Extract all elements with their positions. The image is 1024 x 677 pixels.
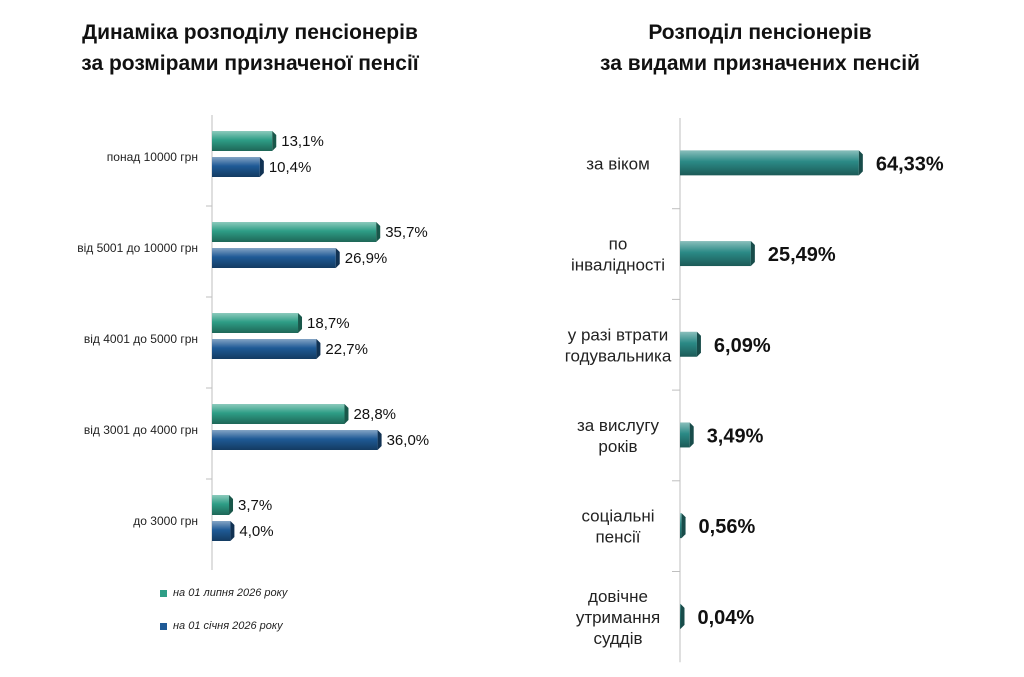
left-bar-series2: [212, 430, 382, 450]
right-bar-side: [750, 241, 755, 267]
right-bar-side: [681, 513, 686, 539]
left-bar-series2-face: [212, 157, 260, 177]
legend-swatch-series1: [160, 589, 167, 597]
left-data-label: 28,8%: [353, 406, 396, 423]
left-category-label: понад 10000 грн: [107, 150, 198, 164]
legend-label-series2: на 01 січня 2026 року: [173, 620, 283, 632]
right-data-label: 25,49%: [768, 244, 836, 266]
legend-swatch-series2: [160, 622, 167, 630]
right-category-label: інвалідності: [571, 256, 665, 275]
right-bar-side: [858, 150, 863, 176]
right-bar-face: [680, 331, 697, 357]
left-bar-series1-side: [344, 404, 349, 424]
left-bar-series1: [212, 404, 349, 424]
left-chart-title-line2: за розмірами призначеної пенсії: [81, 52, 419, 75]
right-category-label: соціальні: [581, 507, 654, 526]
left-bar-series1: [212, 495, 234, 515]
right-bar: [680, 603, 685, 629]
left-bar-series2: [212, 521, 235, 541]
right-bar: [680, 422, 694, 448]
left-bar-series2-side: [335, 248, 340, 268]
left-data-label: 4,0%: [239, 523, 273, 540]
left-bar-series2: [212, 339, 321, 359]
left-data-label: 18,7%: [307, 315, 350, 332]
right-bar-face: [680, 241, 751, 267]
right-category-label: суддів: [593, 629, 642, 648]
right-category-label: утримання: [576, 608, 660, 627]
right-bar: [680, 150, 863, 176]
right-category-label: за віком: [586, 154, 650, 173]
left-data-label: 22,7%: [325, 341, 368, 358]
left-bar-series1: [212, 313, 303, 333]
right-bar-side: [689, 422, 694, 448]
right-bar-face: [680, 513, 682, 539]
left-chart-title-line1: Динаміка розподілу пенсіонерів: [82, 21, 418, 44]
left-bar-series2-side: [259, 157, 264, 177]
left-bar-series2: [212, 157, 264, 177]
left-data-label: 3,7%: [238, 497, 272, 514]
left-data-label: 26,9%: [345, 250, 388, 267]
right-chart-title-line2: за видами призначених пенсій: [600, 52, 920, 75]
left-bar-series2-side: [377, 430, 382, 450]
right-category-label: пенсії: [595, 528, 640, 547]
right-bar-face: [680, 150, 859, 176]
left-data-label: 10,4%: [269, 159, 312, 176]
left-category-label: від 5001 до 10000 грн: [77, 241, 198, 255]
right-bar: [680, 513, 686, 539]
left-bar-series2-face: [212, 248, 336, 268]
right-category-label: років: [598, 437, 637, 456]
legend-item-series1: на 01 липня 2026 року: [160, 587, 287, 599]
left-bar-series2-face: [212, 339, 317, 359]
left-bar-series1: [212, 222, 381, 242]
left-bar-series2-side: [316, 339, 321, 359]
left-bar-series1-face: [212, 313, 299, 333]
right-chart-title-line1: Розподіл пенсіонерів: [648, 21, 872, 44]
right-bar-side: [696, 331, 701, 357]
right-category-label: за вислугу: [577, 416, 660, 435]
right-data-label: 3,49%: [707, 425, 764, 447]
legend-item-series2: на 01 січня 2026 року: [160, 620, 283, 632]
left-category-label: до 3000 грн: [133, 514, 198, 528]
left-data-label: 13,1%: [281, 133, 324, 150]
left-bar-series1-side: [376, 222, 381, 242]
left-bar-series2: [212, 248, 340, 268]
right-data-label: 0,56%: [699, 516, 756, 538]
left-bar-series1: [212, 131, 277, 151]
left-bar-series1-face: [212, 222, 377, 242]
right-data-label: 6,09%: [714, 335, 771, 357]
left-bar-series1-face: [212, 131, 273, 151]
left-chart-title: Динаміка розподілу пенсіонерів за розмір…: [20, 17, 480, 79]
right-bar: [680, 241, 755, 267]
left-bar-series2-side: [230, 521, 235, 541]
right-category-label: годувальника: [565, 346, 672, 365]
left-bar-series1-side: [298, 313, 303, 333]
right-data-label: 64,33%: [876, 153, 944, 175]
right-bar-side: [680, 603, 685, 629]
left-bar-series2-face: [212, 430, 378, 450]
right-chart-title: Розподіл пенсіонерів за видами призначен…: [545, 17, 975, 79]
left-data-label: 36,0%: [387, 432, 430, 449]
legend-label-series1: на 01 липня 2026 року: [173, 587, 288, 599]
right-bar: [680, 331, 701, 357]
right-data-label: 0,04%: [698, 607, 755, 629]
left-data-label: 35,7%: [385, 224, 428, 241]
right-bar-face: [680, 422, 690, 448]
left-bar-series2-face: [212, 521, 231, 541]
right-bar-face: [680, 603, 681, 629]
right-category-label: у разі втрати: [568, 325, 669, 344]
left-bar-series1-side: [272, 131, 277, 151]
left-bar-series1-face: [212, 495, 230, 515]
right-category-label: по: [609, 235, 628, 254]
left-bar-series1-face: [212, 404, 345, 424]
left-category-label: від 3001 до 4000 грн: [84, 423, 198, 437]
right-category-label: довічне: [588, 587, 648, 606]
left-bar-series1-side: [229, 495, 234, 515]
left-category-label: від 4001 до 5000 грн: [84, 332, 198, 346]
